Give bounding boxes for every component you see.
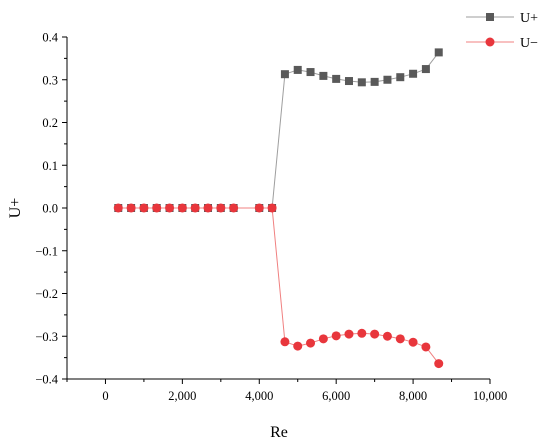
legend-label: U− xyxy=(520,36,538,51)
series-line xyxy=(118,52,440,209)
data-point xyxy=(357,328,367,338)
y-tick-label: −0.2 xyxy=(35,287,58,301)
data-point xyxy=(280,337,290,347)
data-point xyxy=(370,77,379,86)
legend-label: U+ xyxy=(520,11,538,26)
data-point xyxy=(254,203,264,213)
data-point xyxy=(357,78,366,87)
legend-item: U+ xyxy=(466,11,538,26)
x-tick-label: 0 xyxy=(102,389,108,403)
data-point xyxy=(344,329,354,339)
data-point xyxy=(203,203,213,213)
y-tick-label: −0.4 xyxy=(35,373,58,387)
x-tick-label: 2,000 xyxy=(168,389,196,403)
legend-marker xyxy=(486,13,494,21)
y-axis-title: U+ xyxy=(7,198,24,219)
data-point xyxy=(306,68,315,77)
data-point xyxy=(383,75,392,84)
legend-item: U− xyxy=(466,36,538,51)
data-point xyxy=(267,203,277,213)
data-point xyxy=(382,331,392,341)
axes: 0 2,000 4,000 6,000 8,000 10,000 0.4 0.3 0.2 0.1 0… xyxy=(35,31,507,404)
x-tick-label: 4,000 xyxy=(245,389,273,403)
data-point xyxy=(421,65,430,74)
data-point xyxy=(319,71,328,80)
y-tick-label: 0.3 xyxy=(42,73,58,87)
data-point xyxy=(318,334,328,344)
data-point xyxy=(216,203,226,213)
data-point xyxy=(280,70,289,79)
y-tick-label: 0.4 xyxy=(42,31,58,45)
data-point xyxy=(126,203,136,213)
data-point xyxy=(293,65,302,74)
y-tick-label: −0.3 xyxy=(35,330,58,344)
x-tick-label: 6,000 xyxy=(322,389,350,403)
data-point xyxy=(113,203,123,213)
y-tick-label: 0.1 xyxy=(42,159,58,173)
series-layer xyxy=(113,48,444,369)
data-point xyxy=(408,337,418,347)
y-tick-label: 0.2 xyxy=(42,116,58,130)
data-point xyxy=(434,48,443,57)
data-point xyxy=(331,331,341,341)
data-point xyxy=(190,203,200,213)
data-point xyxy=(409,69,418,78)
data-point xyxy=(370,329,380,339)
data-point xyxy=(139,203,149,213)
data-point xyxy=(395,334,405,344)
data-point xyxy=(396,73,405,82)
data-point xyxy=(293,341,303,351)
data-point xyxy=(152,203,162,213)
x-axis-title: Re xyxy=(270,424,288,441)
data-point xyxy=(434,359,444,369)
data-point xyxy=(165,203,175,213)
data-point xyxy=(344,77,353,86)
data-point xyxy=(177,203,187,213)
series-u-minus xyxy=(113,203,444,369)
legend: U+ U− xyxy=(466,11,538,51)
data-point xyxy=(229,203,239,213)
series-u-plus xyxy=(114,48,443,212)
series-line xyxy=(118,207,440,364)
x-tick-label: 10,000 xyxy=(473,389,507,403)
data-point xyxy=(421,342,431,352)
x-tick-label: 8,000 xyxy=(399,389,427,403)
data-point xyxy=(306,338,316,348)
legend-marker xyxy=(485,37,495,47)
y-tick-label: 0.0 xyxy=(42,202,58,216)
y-tick-label: −0.1 xyxy=(35,244,58,258)
data-point xyxy=(332,74,341,83)
